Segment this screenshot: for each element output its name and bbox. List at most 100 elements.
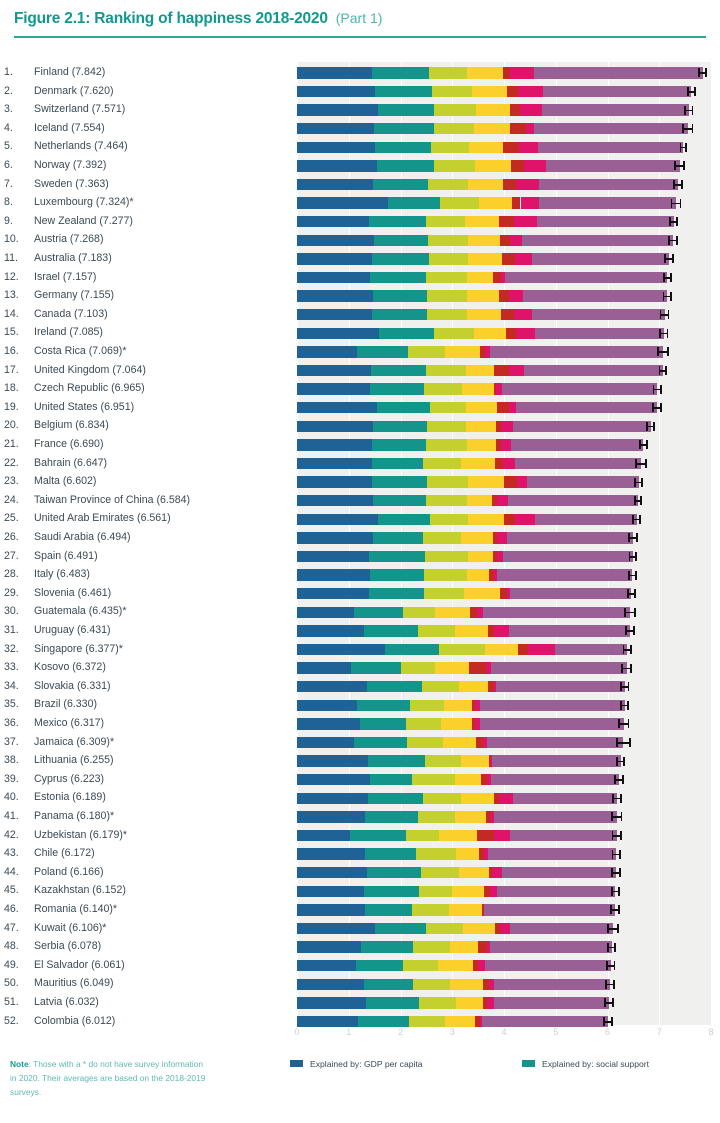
stacked-bar[interactable] xyxy=(297,643,627,656)
legend-gdp[interactable]: Explained by: GDP per capita xyxy=(290,1059,522,1069)
country-row[interactable]: 23. Malta (6.602) xyxy=(0,473,720,492)
country-row[interactable]: 24. Taiwan Province of China (6.584) xyxy=(0,492,720,511)
country-row[interactable]: 33. Kosovo (6.372) xyxy=(0,659,720,678)
country-row[interactable]: 32. Singapore (6.377)* xyxy=(0,641,720,660)
country-row[interactable]: 2. Denmark (7.620) xyxy=(0,83,720,102)
stacked-bar[interactable] xyxy=(297,141,684,153)
stacked-bar[interactable] xyxy=(297,420,651,432)
stacked-bar[interactable] xyxy=(297,662,627,674)
country-row[interactable]: 18. Czech Republic (6.965) xyxy=(0,380,720,399)
stacked-bar[interactable] xyxy=(297,364,663,377)
country-row[interactable]: 11. Australia (7.183) xyxy=(0,250,720,269)
country-row[interactable]: 25. United Arab Emirates (6.561) xyxy=(0,510,720,529)
country-row[interactable]: 7. Sweden (7.363) xyxy=(0,176,720,195)
stacked-bar[interactable] xyxy=(297,104,689,116)
stacked-bar[interactable] xyxy=(297,122,688,135)
stacked-bar[interactable] xyxy=(297,271,668,284)
country-row[interactable]: 9. New Zealand (7.277) xyxy=(0,213,720,232)
stacked-bar[interactable] xyxy=(297,346,663,358)
country-row[interactable]: 8. Luxembourg (7.324)* xyxy=(0,194,720,213)
stacked-bar[interactable] xyxy=(297,550,633,563)
stacked-bar[interactable] xyxy=(297,997,610,1009)
stacked-bar[interactable] xyxy=(297,755,621,767)
stacked-bar[interactable] xyxy=(297,1015,609,1028)
stacked-bar[interactable] xyxy=(297,959,611,972)
stacked-bar[interactable] xyxy=(297,848,617,860)
country-row[interactable]: 26. Saudi Arabia (6.494) xyxy=(0,529,720,548)
country-row[interactable]: 46. Romania (6.140)* xyxy=(0,901,720,920)
stacked-bar[interactable] xyxy=(297,736,624,749)
country-row[interactable]: 30. Guatemala (6.435)* xyxy=(0,603,720,622)
country-row[interactable]: 29. Slovenia (6.461) xyxy=(0,585,720,604)
country-row[interactable]: 47. Kuwait (6.106)* xyxy=(0,920,720,939)
country-row[interactable]: 37. Jamaica (6.309)* xyxy=(0,734,720,753)
stacked-bar[interactable] xyxy=(297,904,615,916)
country-row[interactable]: 38. Lithuania (6.255) xyxy=(0,752,720,771)
stacked-bar[interactable] xyxy=(297,699,625,711)
stacked-bar[interactable] xyxy=(297,866,617,879)
country-row[interactable]: 39. Cyprus (6.223) xyxy=(0,771,720,790)
stacked-bar[interactable] xyxy=(297,327,664,339)
stacked-bar[interactable] xyxy=(297,922,613,935)
country-row[interactable]: 6. Norway (7.392) xyxy=(0,157,720,176)
stacked-bar[interactable] xyxy=(297,67,703,79)
stacked-bar[interactable] xyxy=(297,680,625,693)
country-row[interactable]: 3. Switzerland (7.571) xyxy=(0,101,720,120)
country-row[interactable]: 48. Serbia (6.078) xyxy=(0,938,720,957)
stacked-bar[interactable] xyxy=(297,160,680,172)
stacked-bar[interactable] xyxy=(297,253,669,265)
country-row[interactable]: 50. Mauritius (6.049) xyxy=(0,975,720,994)
country-row[interactable]: 15. Ireland (7.085) xyxy=(0,324,720,343)
stacked-bar[interactable] xyxy=(297,513,637,525)
country-row[interactable]: 42. Uzbekistan (6.179)* xyxy=(0,827,720,846)
country-row[interactable]: 43. Chile (6.172) xyxy=(0,845,720,864)
stacked-bar[interactable] xyxy=(297,792,618,804)
country-row[interactable]: 12. Israel (7.157) xyxy=(0,269,720,288)
legend-social-support[interactable]: Explained by: social support xyxy=(522,1059,720,1069)
stacked-bar[interactable] xyxy=(297,811,617,823)
stacked-bar[interactable] xyxy=(297,625,630,637)
stacked-bar[interactable] xyxy=(297,290,668,302)
country-row[interactable]: 13. Germany (7.155) xyxy=(0,287,720,306)
country-row[interactable]: 22. Bahrain (6.647) xyxy=(0,455,720,474)
stacked-bar[interactable] xyxy=(297,178,679,191)
stacked-bar[interactable] xyxy=(297,439,644,451)
country-row[interactable]: 28. Italy (6.483) xyxy=(0,566,720,585)
stacked-bar[interactable] xyxy=(297,476,639,488)
stacked-bar[interactable] xyxy=(297,308,665,321)
country-row[interactable]: 19. United States (6.951) xyxy=(0,399,720,418)
stacked-bar[interactable] xyxy=(297,85,692,98)
stacked-bar[interactable] xyxy=(297,532,634,544)
country-row[interactable]: 16. Costa Rica (7.069)* xyxy=(0,343,720,362)
stacked-bar[interactable] xyxy=(297,606,630,618)
country-row[interactable]: 14. Canada (7.103) xyxy=(0,306,720,325)
country-row[interactable]: 4. Iceland (7.554) xyxy=(0,120,720,139)
stacked-bar[interactable] xyxy=(297,718,624,730)
stacked-bar[interactable] xyxy=(297,494,638,507)
country-row[interactable]: 52. Colombia (6.012) xyxy=(0,1013,720,1032)
stacked-bar[interactable] xyxy=(297,885,616,897)
stacked-bar[interactable] xyxy=(297,383,658,395)
country-row[interactable]: 17. United Kingdom (7.064) xyxy=(0,362,720,381)
country-row[interactable]: 41. Panama (6.180)* xyxy=(0,808,720,827)
stacked-bar[interactable] xyxy=(297,941,612,953)
country-row[interactable]: 27. Spain (6.491) xyxy=(0,548,720,567)
stacked-bar[interactable] xyxy=(297,234,674,246)
stacked-bar[interactable] xyxy=(297,829,617,842)
country-row[interactable]: 1. Finland (7.842) xyxy=(0,64,720,83)
stacked-bar[interactable] xyxy=(297,773,620,786)
country-row[interactable]: 34. Slovakia (6.331) xyxy=(0,678,720,697)
country-row[interactable]: 51. Latvia (6.032) xyxy=(0,994,720,1013)
stacked-bar[interactable] xyxy=(297,457,641,470)
stacked-bar[interactable] xyxy=(297,215,674,228)
stacked-bar[interactable] xyxy=(297,978,611,990)
country-row[interactable]: 35. Brazil (6.330) xyxy=(0,696,720,715)
stacked-bar[interactable] xyxy=(297,569,633,581)
country-row[interactable]: 36. Mexico (6.317) xyxy=(0,715,720,734)
country-row[interactable]: 31. Uruguay (6.431) xyxy=(0,622,720,641)
country-row[interactable]: 40. Estonia (6.189) xyxy=(0,789,720,808)
country-row[interactable]: 21. France (6.690) xyxy=(0,436,720,455)
country-row[interactable]: 20. Belgium (6.834) xyxy=(0,417,720,436)
stacked-bar[interactable] xyxy=(297,197,677,209)
stacked-bar[interactable] xyxy=(297,401,657,414)
